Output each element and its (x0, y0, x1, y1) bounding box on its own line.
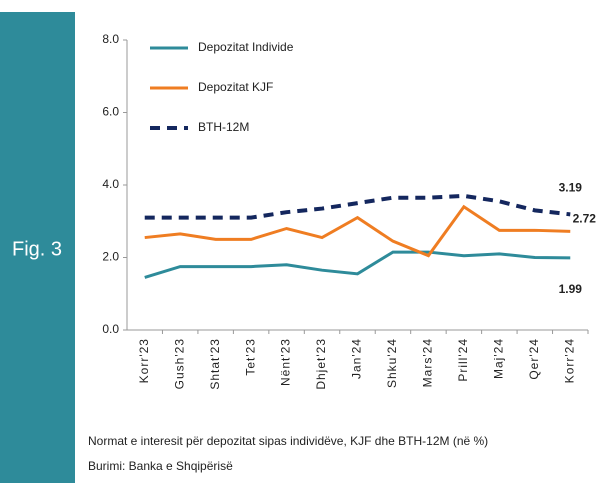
legend-label: BTH-12M (198, 120, 249, 134)
series-line (144, 193, 571, 220)
caption-source: Burimi: Banka e Shqipërisë (88, 459, 233, 473)
x-tick-label: Maj'24 (492, 338, 506, 379)
x-tick-label: Jan'24 (350, 338, 364, 379)
x-tick-label: Mars'24 (421, 338, 435, 387)
y-tick-label: 0.0 (102, 322, 119, 336)
y-tick-label: 2.0 (102, 250, 119, 264)
x-tick-label: Qer'24 (527, 338, 541, 380)
x-tick-label: Prill'24 (456, 338, 470, 382)
data-label: 2.72 (573, 212, 597, 226)
series-line (144, 250, 571, 279)
figure-label: Fig. 3 (12, 238, 62, 260)
y-tick-label: 6.0 (102, 105, 119, 119)
x-tick-label: Korr'24 (562, 338, 576, 383)
data-label: 1.99 (559, 282, 583, 296)
x-tick-label: Tet'23 (243, 338, 257, 376)
x-tick-label: Shtat'23 (208, 338, 222, 390)
legend-label: Depozitat Individe (198, 40, 294, 54)
data-label: 3.19 (559, 181, 583, 195)
y-tick-label: 8.0 (102, 32, 119, 46)
y-tick-label: 4.0 (102, 177, 119, 191)
x-tick-label: Korr'23 (137, 338, 151, 383)
caption-note: Normat e interesit për depozitat sipas i… (88, 434, 488, 448)
x-tick-label: Nënt'23 (279, 338, 293, 386)
legend-label: Depozitat KJF (198, 80, 273, 94)
series-line (144, 204, 571, 258)
x-tick-label: Dhjet'23 (314, 338, 328, 390)
x-tick-label: Shku'24 (385, 338, 399, 388)
x-tick-label: Gush'23 (172, 338, 186, 389)
sidebar (0, 12, 75, 483)
